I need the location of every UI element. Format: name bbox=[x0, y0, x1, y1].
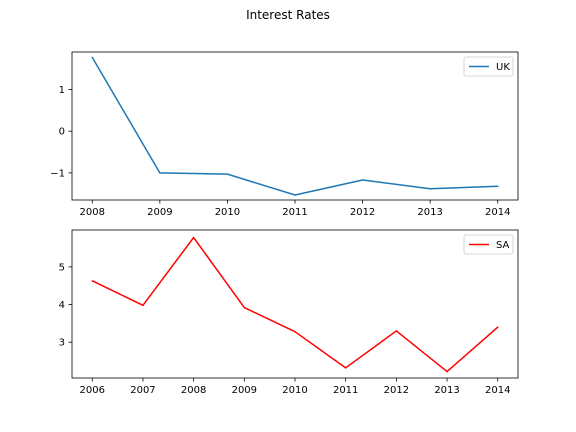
sa-data-point bbox=[91, 280, 94, 282]
sa-xtick-label: 2010 bbox=[282, 385, 307, 396]
uk-data-point bbox=[294, 194, 296, 196]
uk-ticks: 2008 2009 2010 2011 2012 2013 2014 −1 0 1 bbox=[50, 85, 510, 218]
sa-xtick-label: 2012 bbox=[384, 385, 409, 396]
uk-legend: UK bbox=[463, 56, 514, 77]
uk-legend-label: UK bbox=[496, 62, 510, 73]
uk-xtick-label: 2011 bbox=[282, 207, 307, 218]
sa-xtick-label: 2011 bbox=[333, 385, 358, 396]
uk-data-point bbox=[226, 173, 229, 175]
sa-plot-frame bbox=[71, 229, 519, 379]
sa-panel: 2006 2007 2008 2009 2010 2011 2012 2013 2014345 … bbox=[59, 229, 519, 396]
sa-data-point bbox=[446, 370, 448, 373]
uk-data-point bbox=[159, 172, 161, 174]
sa-xtick-label: 2013 bbox=[434, 385, 459, 396]
uk-panel: 2008 2009 2010 2011 2012 2013 2014 −1 0 1 UK bbox=[50, 51, 519, 218]
sa-ytick-label: 3 bbox=[59, 338, 65, 349]
uk-xtick-label: 2010 bbox=[215, 207, 240, 218]
uk-data-point bbox=[496, 185, 499, 187]
sa-data-point bbox=[344, 367, 347, 369]
uk-ytick-label: 1 bbox=[59, 85, 65, 96]
sa-marks bbox=[91, 236, 499, 373]
uk-data-point bbox=[91, 56, 94, 59]
sa-ytick-label: 4 bbox=[59, 300, 65, 311]
sa-legend: SA bbox=[463, 234, 514, 255]
uk-data-point bbox=[429, 187, 431, 190]
sa-data-point bbox=[496, 326, 499, 328]
sa-xtick-label: 2008 bbox=[181, 385, 206, 396]
sa-xtick-label: 2014 bbox=[485, 385, 510, 396]
sa-ytick-label: 5 bbox=[59, 262, 65, 273]
sa-data-point bbox=[142, 304, 144, 307]
uk-plot-frame bbox=[71, 51, 519, 201]
uk-marks bbox=[91, 56, 499, 196]
uk-xtick-label: 2008 bbox=[80, 207, 105, 218]
uk-xtick-label: 2013 bbox=[417, 207, 442, 218]
figure-title: Interest Rates bbox=[246, 8, 330, 22]
sa-data-point bbox=[294, 330, 296, 333]
uk-ytick-label: 0 bbox=[59, 127, 65, 138]
uk-data-point bbox=[361, 179, 364, 181]
sa-data-point bbox=[395, 330, 398, 332]
uk-xtick-label: 2009 bbox=[147, 207, 172, 218]
sa-xtick-label: 2009 bbox=[232, 385, 257, 396]
sa-xtick-label: 2007 bbox=[130, 385, 155, 396]
sa-ticks: 2006 2007 2008 2009 2010 2011 2012 2013 2014 3 4 5 bbox=[59, 262, 511, 396]
uk-ytick-label: −1 bbox=[50, 168, 65, 179]
sa-data-point bbox=[243, 306, 246, 309]
uk-xtick-label: 2014 bbox=[485, 207, 510, 218]
uk-xtick-label: 2012 bbox=[350, 207, 375, 218]
sa-data-point bbox=[192, 236, 195, 239]
sa-legend-label: SA bbox=[496, 240, 510, 251]
sa-xtick-label: 2006 bbox=[80, 385, 105, 396]
